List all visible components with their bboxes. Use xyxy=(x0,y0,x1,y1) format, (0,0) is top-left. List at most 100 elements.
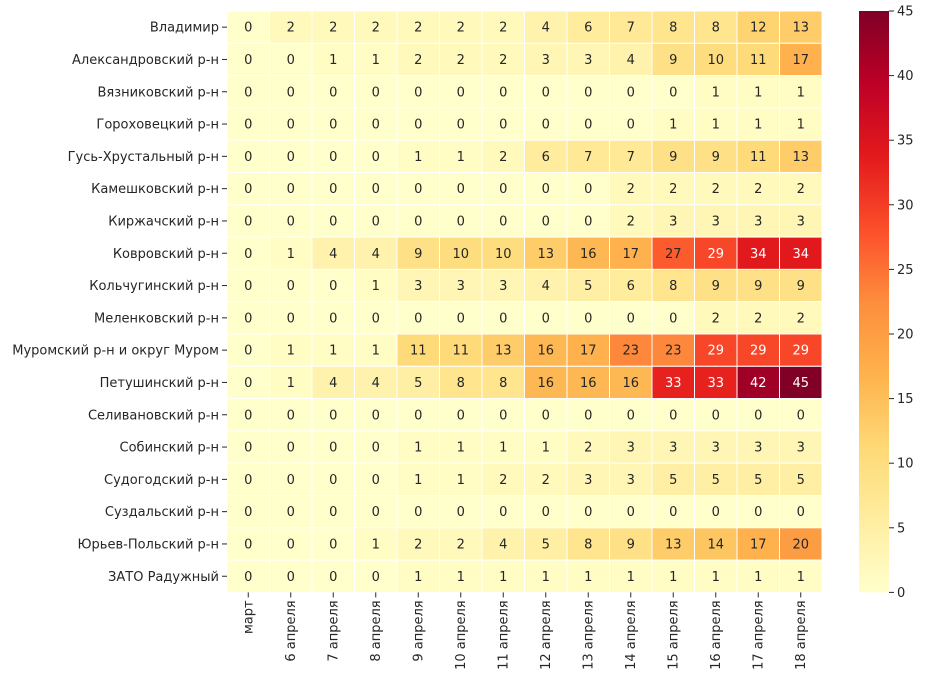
cell-value-label: 29 xyxy=(750,344,767,359)
cell-value-label: 0 xyxy=(584,505,592,520)
heatmap-cell xyxy=(439,172,483,206)
cell-value-label: 5 xyxy=(669,473,677,488)
cell-value-label: 0 xyxy=(627,408,635,423)
cell-value-label: 9 xyxy=(414,247,422,262)
x-tick-label: 9 апреля xyxy=(412,600,427,661)
cell-value-label: 0 xyxy=(754,505,762,520)
cell-value-label: 2 xyxy=(627,214,635,229)
cell-value-label: 2 xyxy=(414,21,422,36)
cell-value-label: 0 xyxy=(287,85,295,100)
cell-value-label: 2 xyxy=(542,473,550,488)
colorbar-tick-label: 30 xyxy=(897,198,914,213)
cell-value-label: 13 xyxy=(792,150,809,165)
heatmap-cell xyxy=(226,462,270,497)
heatmap-cell xyxy=(694,204,738,238)
colorbar-tick-label: 15 xyxy=(897,392,914,407)
cell-value-label: 0 xyxy=(244,473,252,488)
cell-value-label: 1 xyxy=(712,85,720,100)
heatmap-cell xyxy=(779,42,823,77)
heatmap-cell xyxy=(524,495,568,529)
cell-value-label: 3 xyxy=(712,441,720,456)
cell-value-label: 5 xyxy=(797,473,805,488)
cell-value-label: 0 xyxy=(457,85,465,100)
heatmap-cell xyxy=(566,42,610,77)
cell-value-label: 0 xyxy=(414,311,422,326)
heatmap-cell xyxy=(779,107,823,141)
cell-value-label: 6 xyxy=(627,279,635,294)
heatmap-cell xyxy=(779,172,823,206)
heatmap-cell xyxy=(779,527,823,561)
cell-value-label: 0 xyxy=(372,505,380,520)
heatmap-cell xyxy=(311,139,355,173)
colorbar: 0 5 10 15 20 25 30 35 40 45 xyxy=(859,5,914,601)
heatmap-cell xyxy=(779,333,823,367)
cell-value-label: 11 xyxy=(410,344,427,359)
cell-value-label: 0 xyxy=(287,279,295,294)
cell-value-label: 0 xyxy=(627,505,635,520)
cell-value-label: 0 xyxy=(584,408,592,423)
x-tick-label: 8 апреля xyxy=(369,600,384,661)
heatmap-cell xyxy=(779,365,823,400)
cell-value-label: 0 xyxy=(499,311,507,326)
x-tick-label: 12 апреля xyxy=(539,600,554,670)
cell-value-label: 0 xyxy=(329,570,337,585)
heatmap-cell xyxy=(779,430,823,464)
cell-value-label: 1 xyxy=(372,344,380,359)
heatmap-cell xyxy=(694,495,738,529)
cell-value-label: 10 xyxy=(707,53,724,68)
heatmap-cell xyxy=(779,204,823,238)
heatmap-cell xyxy=(481,559,525,593)
cell-value-label: 1 xyxy=(287,376,295,391)
cell-value-label: 16 xyxy=(580,376,597,391)
cell-value-label: 16 xyxy=(537,376,554,391)
heatmap-cell xyxy=(226,301,270,335)
heatmap-cell xyxy=(694,139,738,173)
colorbar-tick-label: 0 xyxy=(897,586,905,601)
heatmap-cell xyxy=(311,204,355,238)
cell-value-label: 0 xyxy=(329,505,337,520)
cell-value-label: 0 xyxy=(712,505,720,520)
cell-value-label: 0 xyxy=(457,505,465,520)
cell-value-label: 0 xyxy=(712,408,720,423)
heatmap-cell xyxy=(651,139,695,173)
heatmap-cell xyxy=(694,10,738,44)
cell-value-label: 0 xyxy=(287,441,295,456)
heatmap-cell xyxy=(481,495,525,529)
cell-value-label: 9 xyxy=(797,279,805,294)
heatmap-cell xyxy=(481,236,525,270)
cell-value-label: 0 xyxy=(584,182,592,197)
cell-value-label: 8 xyxy=(457,376,465,391)
heatmap-cell xyxy=(311,42,355,77)
cell-value-label: 34 xyxy=(750,247,767,262)
cell-value-label: 1 xyxy=(669,570,677,585)
cell-value-label: 2 xyxy=(499,53,507,68)
heatmap-cell xyxy=(269,172,313,206)
cell-value-label: 3 xyxy=(627,473,635,488)
cell-value-label: 12 xyxy=(750,21,767,36)
cell-value-label: 0 xyxy=(287,182,295,197)
heatmap-cell xyxy=(694,430,738,464)
heatmap-cell xyxy=(651,204,695,238)
cell-value-label: 0 xyxy=(414,182,422,197)
cell-value-label: 1 xyxy=(712,118,720,133)
x-tick-label: 10 апреля xyxy=(454,600,469,670)
cell-value-label: 0 xyxy=(244,53,252,68)
heatmap-cell xyxy=(651,430,695,464)
cell-value-label: 1 xyxy=(372,537,380,552)
heatmap-cell xyxy=(694,462,738,497)
cell-value-label: 0 xyxy=(287,118,295,133)
cell-value-label: 1 xyxy=(457,473,465,488)
cell-value-label: 8 xyxy=(669,21,677,36)
heatmap-cell xyxy=(481,172,525,206)
heatmap-cell xyxy=(694,559,738,593)
y-tick-label: Собинский р-н xyxy=(120,441,219,456)
heatmap-cell xyxy=(694,365,738,400)
heatmap-cell xyxy=(354,172,398,206)
heatmap-cell xyxy=(396,527,440,561)
y-tick-label: Кольчугинский р-н xyxy=(89,279,219,294)
cell-value-label: 0 xyxy=(329,85,337,100)
heatmap-cell xyxy=(396,107,440,141)
cell-value-label: 1 xyxy=(414,570,422,585)
cell-value-label: 8 xyxy=(669,279,677,294)
